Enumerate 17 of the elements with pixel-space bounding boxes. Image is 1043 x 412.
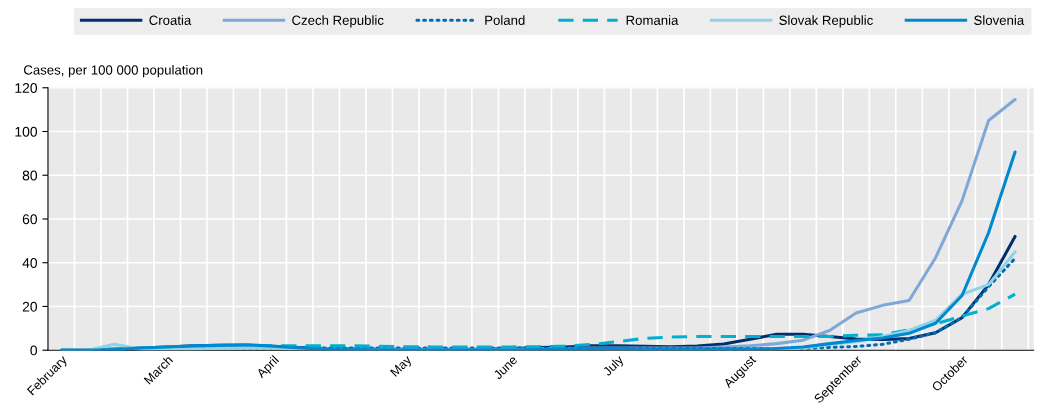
y-tick-label: 0: [30, 345, 38, 356]
legend-label: Slovak Republic: [779, 15, 873, 28]
legend-label: Croatia: [149, 15, 192, 25]
line-series: [59, 150, 1017, 351]
y-tick-label: 100: [15, 126, 38, 137]
y-tick-label: 20: [22, 301, 38, 312]
y-tick-label: 120: [15, 83, 38, 93]
legend-label: Poland: [485, 15, 525, 25]
legend-label: Slovenia: [974, 15, 1025, 25]
x-tick-label: July: [602, 354, 626, 379]
y-tick-label: 60: [22, 214, 38, 225]
x-tick-label: May: [390, 354, 414, 379]
y-tick-label: 40: [22, 258, 38, 268]
legend-label: Czech Republic: [292, 15, 384, 28]
y-axis-title: Cases, per 100 000 population: [24, 64, 203, 78]
y-tick-label: 80: [22, 170, 38, 181]
legend-label: Romania: [626, 15, 679, 25]
